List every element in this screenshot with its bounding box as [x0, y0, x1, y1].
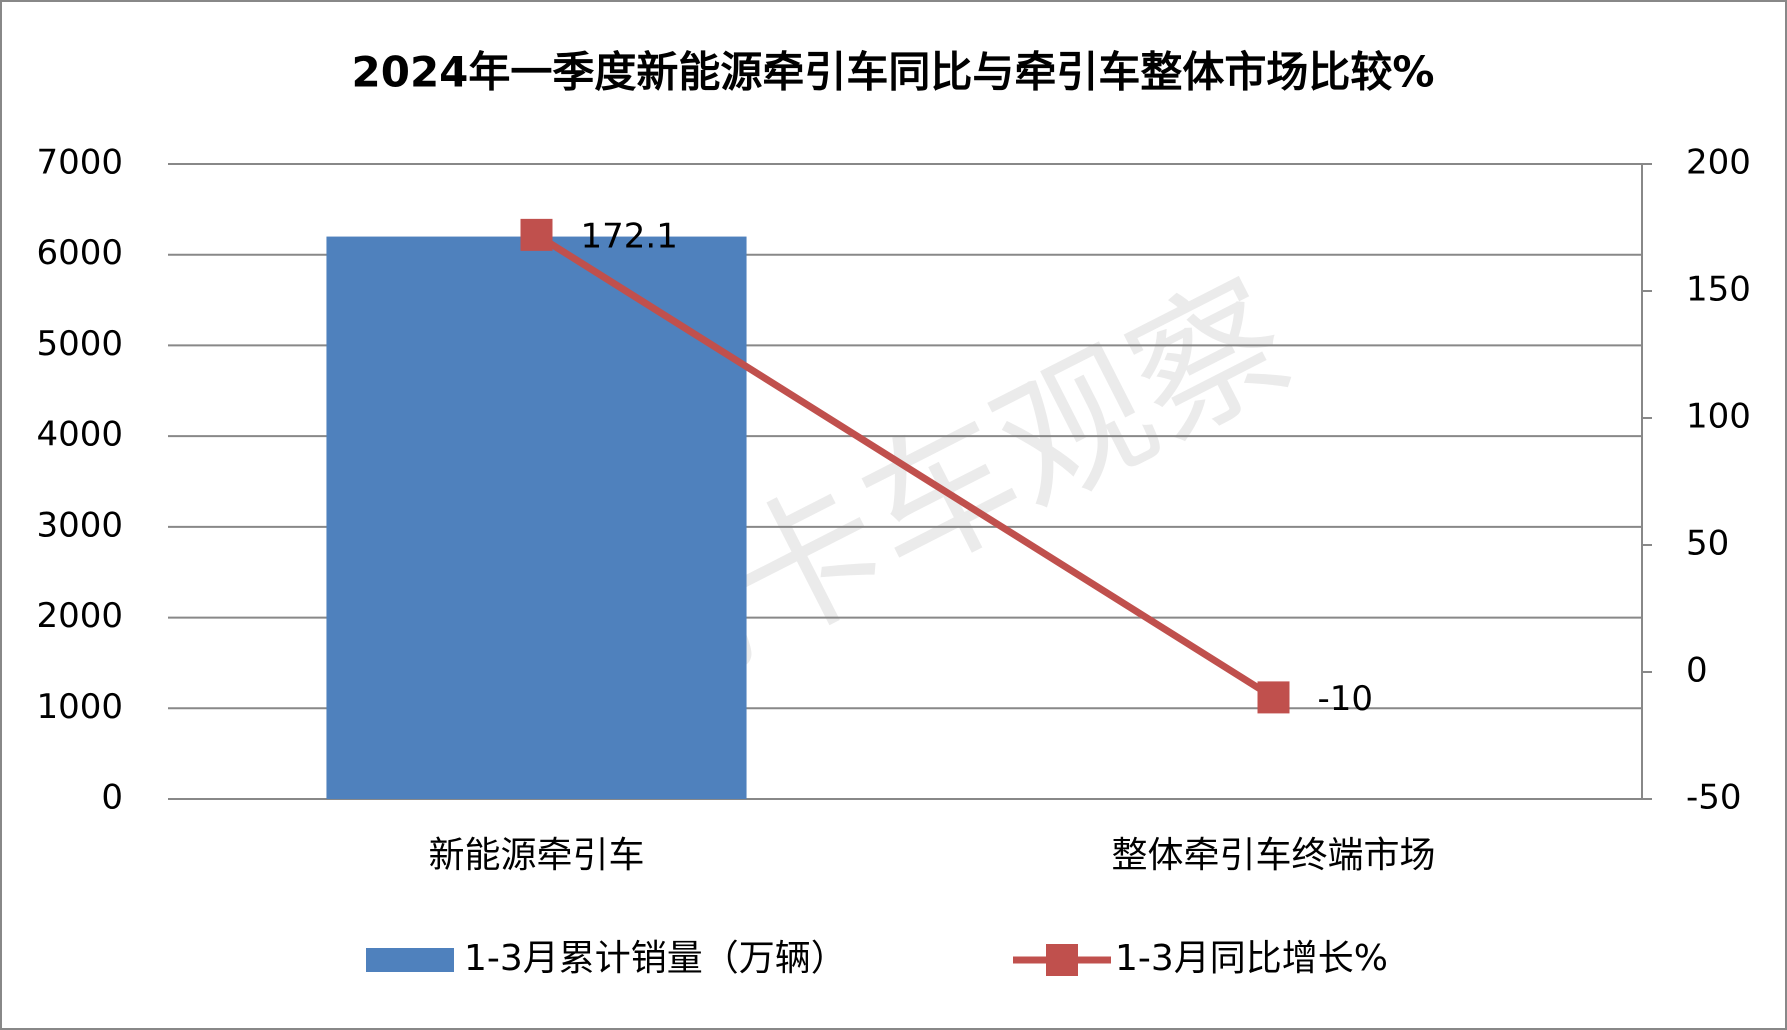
line-marker: [520, 218, 553, 251]
line-marker: [1257, 681, 1290, 714]
y2-tick-label: 150: [1686, 270, 1751, 310]
chart-title: 2024年一季度新能源牵引车同比与牵引车整体市场比较%: [352, 48, 1435, 97]
y-tick-label: 4000: [36, 415, 123, 455]
y2-tick-label: 0: [1686, 651, 1708, 691]
data-label: -10: [1318, 679, 1374, 719]
y-tick-label: 7000: [36, 143, 123, 183]
y-tick-label: 1000: [36, 687, 123, 727]
y-tick-label: 6000: [36, 233, 123, 273]
y-tick-label: 0: [101, 778, 123, 818]
legend-label: 1-3月同比增长%: [1115, 938, 1388, 979]
y-tick-label: 5000: [36, 324, 123, 364]
y2-tick-label: 50: [1686, 524, 1729, 564]
legend-swatch: [366, 948, 454, 972]
x-tick-label: 整体牵引车终端市场: [1111, 835, 1435, 876]
legend-label: 1-3月累计销量（万辆）: [464, 938, 847, 979]
x-tick-label: 新能源牵引车: [428, 835, 644, 876]
line: [534, 231, 1276, 701]
bar: [326, 236, 747, 800]
legend-marker: [1046, 944, 1078, 976]
y-tick-label: 3000: [36, 505, 123, 545]
y2-tick-label: -50: [1686, 778, 1742, 818]
y-tick-label: 2000: [36, 596, 123, 636]
data-label: 172.1: [581, 216, 678, 256]
y2-tick-label: 200: [1686, 143, 1751, 183]
y2-tick-label: 100: [1686, 397, 1751, 437]
